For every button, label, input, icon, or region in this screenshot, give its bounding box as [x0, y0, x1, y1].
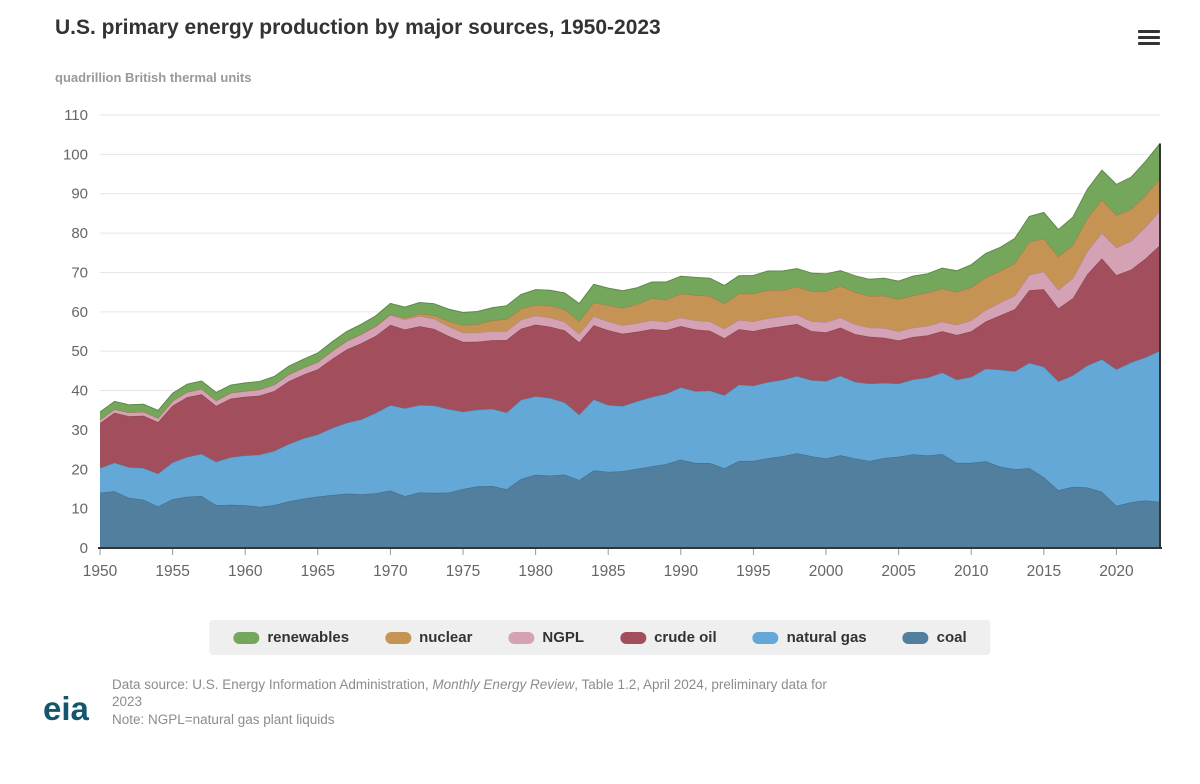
y-axis-tick-label: 50 [71, 343, 88, 360]
legend: renewables nuclear NGPL crude oil natural ga… [209, 620, 991, 655]
footer-text: Data source: U.S. Energy Information Adm… [112, 676, 827, 728]
legend-label: renewables [267, 629, 350, 646]
x-axis-tick-label: 2005 [881, 563, 915, 580]
y-axis-tick-label: 60 [71, 304, 88, 321]
series-edge-renewables [99, 143, 1161, 413]
note-text: Note: NGPL=natural gas plant liquids [112, 711, 335, 727]
legend-swatch-renewables [233, 631, 260, 644]
data-source-year: 2023 [112, 694, 143, 710]
hamburger-menu-icon[interactable] [1134, 24, 1164, 50]
x-axis-tick-label: 1955 [155, 563, 189, 580]
legend-swatch-nuclear [385, 631, 412, 644]
series-area-renewables[interactable] [100, 143, 1160, 420]
x-axis-tick-label: 1965 [301, 563, 335, 580]
data-source-text: Data source: U.S. Energy Information Adm… [112, 677, 827, 692]
y-axis-tick-label: 70 [71, 264, 88, 281]
legend-item-renewables[interactable]: renewables [233, 629, 349, 646]
series-area-coal[interactable] [100, 453, 1160, 548]
legend-label: natural gas [786, 629, 867, 646]
legend-item-natural-gas[interactable]: natural gas [752, 629, 867, 646]
legend-label: nuclear [419, 629, 473, 646]
hamburger-bar [1138, 41, 1160, 45]
x-axis-tick-label: 1960 [228, 563, 263, 580]
y-axis-tick-label: 20 [71, 461, 88, 478]
x-axis-tick-label: 2010 [954, 563, 989, 580]
legend-label: crude oil [654, 629, 717, 646]
y-axis-tick-label: 40 [71, 383, 88, 400]
eia-logo: eia [43, 690, 90, 727]
legend-item-crude-oil[interactable]: crude oil [620, 629, 717, 646]
y-axis-tick-label: 10 [71, 501, 88, 518]
x-axis-tick-label: 2000 [809, 563, 844, 580]
x-axis-tick-label: 1975 [446, 563, 480, 580]
footer: eia Data source: U.S. Energy Information… [42, 676, 827, 728]
x-axis-tick-label: 1950 [83, 563, 118, 580]
legend-swatch-natural-gas [752, 631, 779, 644]
x-axis-tick-label: 1995 [736, 563, 770, 580]
chart-title: U.S. primary energy production by major … [55, 16, 661, 39]
x-axis-tick-label: 1980 [518, 563, 553, 580]
series-area-crude-oil[interactable] [100, 245, 1160, 474]
y-axis-tick-label: 110 [64, 107, 88, 124]
legend-swatch-coal [902, 631, 929, 644]
x-axis-tick-label: 2015 [1027, 563, 1061, 580]
y-axis-tick-label: 80 [71, 225, 88, 242]
legend-item-ngpl[interactable]: NGPL [508, 629, 584, 646]
series-area-natural-gas[interactable] [100, 350, 1160, 507]
legend-label: NGPL [542, 629, 585, 646]
x-axis-tick-label: 1990 [664, 563, 699, 580]
legend-swatch-crude-oil [620, 631, 647, 644]
eia-logo-text: eia [43, 690, 90, 727]
hamburger-bar [1138, 29, 1160, 33]
series-area-nuclear[interactable] [100, 178, 1160, 420]
x-axis-tick-label: 1985 [591, 563, 625, 580]
chart-subtitle: quadrillion British thermal units [55, 70, 252, 85]
x-axis-tick-label: 2020 [1099, 563, 1134, 580]
legend-item-nuclear[interactable]: nuclear [385, 629, 472, 646]
y-axis-tick-label: 90 [71, 186, 88, 203]
legend-swatch-ngpl [508, 631, 535, 644]
hamburger-bar [1138, 35, 1160, 39]
y-axis-tick-label: 100 [63, 146, 88, 163]
x-axis-tick-label: 1970 [373, 563, 408, 580]
legend-label: coal [936, 629, 967, 646]
y-axis-tick-label: 0 [80, 540, 88, 557]
y-axis-tick-label: 30 [71, 422, 88, 439]
chart-canvas[interactable]: 0 10 20 30 40 50 60 70 80 90 100 110 1950 1955 1960 196… [38, 92, 1168, 592]
legend-item-coal[interactable]: coal [902, 629, 967, 646]
